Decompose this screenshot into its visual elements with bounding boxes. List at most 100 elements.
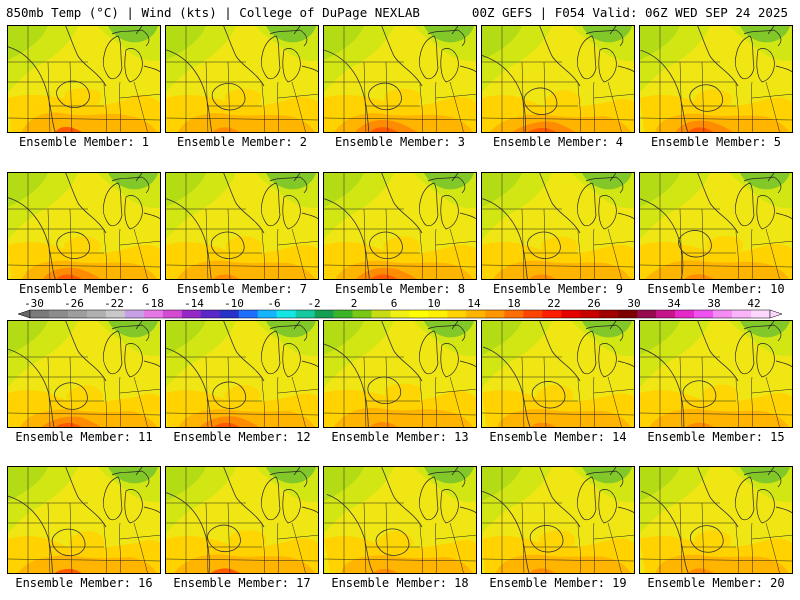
ensemble-member-map	[7, 25, 161, 133]
ensemble-member-label: Ensemble Member: 20	[647, 576, 785, 590]
colorbar-min-arrow	[17, 309, 31, 319]
ensemble-member-label: Ensemble Member: 16	[15, 576, 153, 590]
chart-title: 850mb Temp (°C) | Wind (kts) | College o…	[6, 5, 420, 20]
colorbar-swatch	[181, 310, 202, 318]
ensemble-member-label: Ensemble Member: 11	[15, 430, 153, 444]
ensemble-member-map	[7, 466, 161, 574]
colorbar-swatch	[371, 310, 391, 318]
ensemble-member-label: Ensemble Member: 3	[334, 135, 466, 149]
colorbar-tick-label: 26	[587, 297, 600, 310]
colorbar-tick-label: 10	[427, 297, 440, 310]
ensemble-member-map	[481, 466, 635, 574]
ensemble-member-label: Ensemble Member: 18	[331, 576, 469, 590]
ensemble-member-map	[481, 172, 635, 280]
colorbar-tick-label: 2	[351, 297, 358, 310]
colorbar-tick-label: 42	[747, 297, 760, 310]
colorbar-swatch	[409, 310, 429, 318]
colorbar-tick-label: -26	[64, 297, 84, 310]
colorbar-tick-label: 14	[467, 297, 481, 310]
colorbar-swatch	[580, 310, 600, 318]
colorbar-swatch	[276, 310, 296, 318]
ensemble-member-label: Ensemble Member: 6	[18, 282, 150, 296]
colorbar-swatch	[428, 310, 448, 318]
colorbar-swatch	[124, 310, 145, 318]
colorbar-swatch	[447, 310, 467, 318]
colorbar-max-arrow	[769, 309, 783, 319]
ensemble-member-map	[7, 172, 161, 280]
ensemble-member-label: Ensemble Member: 12	[173, 430, 311, 444]
colorbar-swatch	[219, 310, 240, 318]
colorbar-swatch	[485, 310, 505, 318]
ensemble-member-label: Ensemble Member: 14	[489, 430, 627, 444]
ensemble-member-label: Ensemble Member: 8	[334, 282, 466, 296]
colorbar-swatch	[694, 310, 714, 318]
ensemble-member-map	[323, 320, 477, 428]
ensemble-member-map	[323, 172, 477, 280]
colorbar-swatch	[675, 310, 695, 318]
colorbar-tick-label: 6	[391, 297, 398, 310]
colorbar-swatch	[599, 310, 619, 318]
ensemble-member-map	[323, 466, 477, 574]
ensemble-member-label: Ensemble Member: 19	[489, 576, 627, 590]
ensemble-member-label: Ensemble Member: 7	[176, 282, 308, 296]
colorbar-tick-label: -22	[104, 297, 124, 310]
colorbar-tick-label: -2	[307, 297, 320, 310]
colorbar-swatch	[618, 310, 638, 318]
colorbar-swatch	[295, 310, 315, 318]
ensemble-member-label: Ensemble Member: 9	[492, 282, 624, 296]
colorbar-swatch	[200, 310, 221, 318]
ensemble-member-label: Ensemble Member: 15	[647, 430, 785, 444]
ensemble-member-map	[481, 320, 635, 428]
colorbar-swatch	[162, 310, 183, 318]
valid-time-label: 00Z GEFS | F054 Valid: 06Z WED SEP 24 20…	[471, 5, 788, 20]
ensemble-member-map	[165, 172, 319, 280]
colorbar-tick-label: 22	[547, 297, 560, 310]
ensemble-member-label: Ensemble Member: 10	[647, 282, 785, 296]
colorbar-swatch	[713, 310, 733, 318]
colorbar-swatch	[48, 310, 69, 318]
colorbar-swatch	[238, 310, 258, 318]
colorbar-swatch	[352, 310, 372, 318]
colorbar-swatch	[86, 310, 107, 318]
colorbar-tick-label: 38	[707, 297, 720, 310]
ensemble-member-map	[165, 25, 319, 133]
colorbar-tick-label: 30	[627, 297, 640, 310]
ensemble-member-label: Ensemble Member: 1	[18, 135, 150, 149]
ensemble-member-label: Ensemble Member: 17	[173, 576, 311, 590]
ensemble-member-map	[639, 172, 793, 280]
colorbar-swatch	[504, 310, 524, 318]
ensemble-member-map	[165, 466, 319, 574]
colorbar-swatch	[732, 310, 752, 318]
ensemble-member-map	[481, 25, 635, 133]
colorbar-swatch	[561, 310, 581, 318]
colorbar-tick-label: -18	[144, 297, 164, 310]
colorbar-swatch	[333, 310, 353, 318]
colorbar-tick-label: -10	[224, 297, 244, 310]
ensemble-member-map	[323, 25, 477, 133]
ensemble-member-map	[639, 466, 793, 574]
colorbar-swatch	[30, 310, 50, 318]
colorbar-tick-label: 18	[507, 297, 520, 310]
colorbar-swatch	[314, 310, 334, 318]
colorbar-tick-label: -6	[267, 297, 280, 310]
ensemble-member-map	[639, 320, 793, 428]
colorbar-swatch	[523, 310, 543, 318]
ensemble-member-label: Ensemble Member: 5	[650, 135, 782, 149]
ensemble-member-map	[7, 320, 161, 428]
colorbar-swatch	[542, 310, 562, 318]
ensemble-member-label: Ensemble Member: 2	[176, 135, 308, 149]
colorbar-swatch	[656, 310, 676, 318]
colorbar-swatch	[466, 310, 486, 318]
colorbar-swatch	[751, 310, 771, 318]
colorbar-swatch	[105, 310, 126, 318]
colorbar-tick-label: 34	[667, 297, 681, 310]
colorbar-swatch	[637, 310, 657, 318]
colorbar-swatch	[390, 310, 410, 318]
temperature-colorbar: -30 -26 -22 -18 -14 -10 -6 -2 2 6 10 14 18 22 26 30 34 38…	[17, 297, 783, 319]
colorbar-tick-label: -30	[24, 297, 44, 310]
ensemble-member-label: Ensemble Member: 13	[331, 430, 469, 444]
ensemble-member-map	[639, 25, 793, 133]
ensemble-member-label: Ensemble Member: 4	[492, 135, 624, 149]
ensemble-member-map	[165, 320, 319, 428]
colorbar-swatch	[67, 310, 88, 318]
